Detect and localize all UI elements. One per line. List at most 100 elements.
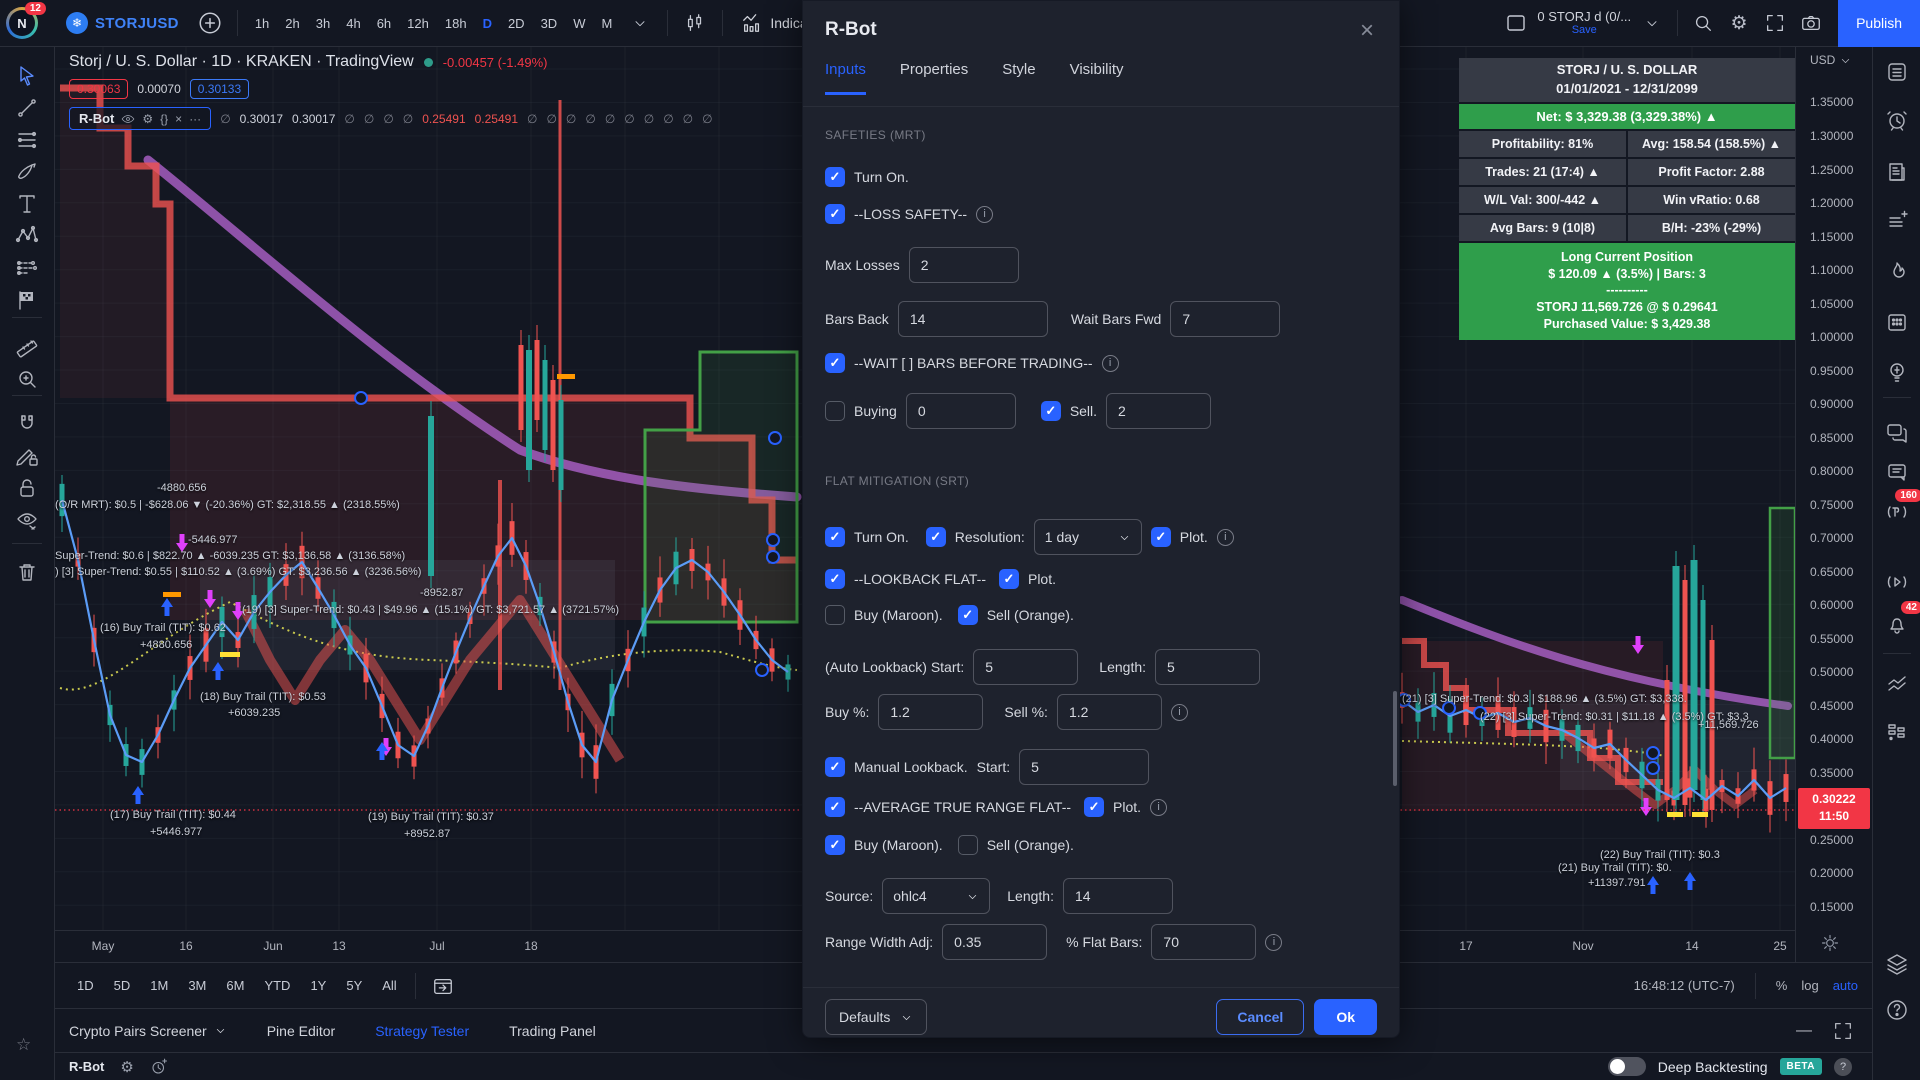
flat-turn-on-checkbox[interactable] bbox=[825, 527, 845, 547]
save-button[interactable]: Save bbox=[1571, 24, 1597, 37]
deep-backtesting-toggle[interactable] bbox=[1607, 1057, 1646, 1076]
range-YTD[interactable]: YTD bbox=[264, 978, 291, 993]
info-icon[interactable]: i bbox=[1170, 703, 1188, 721]
strategy-name[interactable]: R-Bot bbox=[69, 1059, 105, 1074]
layout-icon[interactable] bbox=[1499, 6, 1533, 40]
range-All[interactable]: All bbox=[382, 978, 397, 993]
sell-orange-checkbox[interactable] bbox=[957, 605, 978, 625]
defaults-button[interactable]: Defaults bbox=[825, 999, 928, 1035]
tab-properties[interactable]: Properties bbox=[899, 61, 969, 78]
timeframe-1h[interactable]: 1h bbox=[254, 15, 270, 31]
bars-back-input[interactable] bbox=[897, 301, 1048, 337]
help-icon[interactable] bbox=[1880, 993, 1914, 1027]
ruler-icon[interactable] bbox=[10, 329, 44, 363]
bottom-tab-trading-panel[interactable]: Trading Panel bbox=[509, 1022, 596, 1039]
text-tool-icon[interactable] bbox=[10, 187, 44, 221]
price-axis[interactable]: USD 0.30222 11:50 1.35000 1.30000 1.25000 1… bbox=[1795, 47, 1872, 962]
timeframe-18h[interactable]: 18h bbox=[444, 15, 467, 31]
user-avatar[interactable]: N 12 bbox=[6, 2, 46, 39]
buy-maroon-atr-checkbox[interactable] bbox=[825, 835, 845, 855]
source-code-icon[interactable]: {} bbox=[160, 111, 169, 126]
watchlist-icon[interactable] bbox=[1880, 55, 1914, 89]
timeframe-2h[interactable]: 2h bbox=[285, 15, 300, 31]
plot-resolution-checkbox[interactable] bbox=[1150, 527, 1171, 547]
buying-input[interactable] bbox=[905, 393, 1016, 429]
eye-icon[interactable] bbox=[121, 112, 135, 126]
cancel-button[interactable]: Cancel bbox=[1216, 999, 1305, 1035]
manual-lookback-checkbox[interactable] bbox=[825, 757, 845, 777]
streams-icon[interactable]: 160 bbox=[1880, 489, 1920, 529]
layout-name[interactable]: 0 STORJ d (0/... Save bbox=[1537, 9, 1631, 37]
range-width-adj-input[interactable] bbox=[942, 924, 1048, 960]
sell-checkbox[interactable] bbox=[1040, 401, 1061, 421]
text-notes-icon[interactable] bbox=[1880, 205, 1914, 239]
resolution-checkbox[interactable] bbox=[925, 527, 946, 547]
buying-checkbox[interactable] bbox=[825, 401, 845, 421]
auto-lookback-start-input[interactable] bbox=[973, 649, 1079, 685]
alerts-clock-icon[interactable] bbox=[1880, 103, 1914, 137]
wait-bars-checkbox[interactable] bbox=[825, 353, 845, 373]
lookback-flat-checkbox[interactable] bbox=[825, 569, 845, 589]
hotlists-flame-icon[interactable] bbox=[1880, 255, 1914, 289]
sell-pct-input[interactable] bbox=[1056, 694, 1162, 730]
max-losses-input[interactable] bbox=[908, 247, 1019, 283]
strategy-settings-gear-icon[interactable]: ⚙ bbox=[120, 1058, 134, 1076]
bottom-tab-strategy-tester[interactable]: Strategy Tester bbox=[375, 1022, 470, 1039]
range-5Y[interactable]: 5Y bbox=[346, 978, 363, 993]
ideas-bulb-icon[interactable] bbox=[1880, 355, 1914, 389]
more-icon[interactable]: ··· bbox=[189, 111, 202, 126]
wait-bars-fwd-input[interactable] bbox=[1170, 301, 1281, 337]
symbol-search-button[interactable]: ❄ STORJUSD bbox=[56, 8, 189, 38]
loss-safety-checkbox[interactable] bbox=[825, 204, 845, 224]
sell-input[interactable] bbox=[1106, 393, 1212, 429]
auto-scale-button[interactable]: auto bbox=[1832, 978, 1858, 993]
publish-button[interactable]: Publish bbox=[1838, 0, 1920, 47]
timeframe-D[interactable]: D bbox=[482, 15, 492, 31]
lock-icon[interactable] bbox=[10, 471, 44, 505]
plot-atr-checkbox[interactable] bbox=[1084, 797, 1105, 817]
brush-icon[interactable] bbox=[10, 155, 44, 189]
add-alert-icon[interactable] bbox=[150, 1058, 168, 1076]
auto-lookback-length-input[interactable] bbox=[1155, 649, 1261, 685]
range-1D[interactable]: 1D bbox=[77, 978, 94, 993]
zoom-in-icon[interactable] bbox=[10, 362, 44, 396]
fib-lines-icon[interactable] bbox=[10, 123, 44, 157]
percent-scale-button[interactable]: % bbox=[1775, 978, 1788, 993]
plot-lookback-checkbox[interactable] bbox=[998, 569, 1019, 589]
info-icon[interactable]: i bbox=[976, 205, 994, 223]
axis-currency[interactable]: USD bbox=[1810, 53, 1852, 67]
forecast-icon[interactable] bbox=[10, 251, 44, 285]
notifications-bell-icon[interactable]: 42 bbox=[1880, 601, 1920, 641]
sell-orange-atr-checkbox[interactable] bbox=[957, 835, 978, 855]
timeframe-M[interactable]: M bbox=[601, 15, 613, 31]
timeframe-6h[interactable]: 6h bbox=[376, 15, 392, 31]
gear-icon[interactable]: ⚙ bbox=[142, 111, 154, 126]
xabcd-pattern-icon[interactable] bbox=[10, 219, 44, 253]
tab-style[interactable]: Style bbox=[1002, 61, 1036, 78]
timeframe-W[interactable]: W bbox=[573, 15, 586, 31]
buy-price-chip[interactable]: 0.30133 bbox=[189, 79, 250, 99]
pattern-flag-icon[interactable] bbox=[10, 283, 44, 317]
dialog-scrollbar[interactable] bbox=[1393, 691, 1397, 786]
range-6M[interactable]: 6M bbox=[226, 978, 245, 993]
resolution-select[interactable]: 1 day bbox=[1033, 519, 1142, 555]
bottom-tab-crypto-pairs-screener[interactable]: Crypto Pairs Screener bbox=[69, 1023, 227, 1039]
remove-drawings-icon[interactable] bbox=[10, 555, 44, 589]
timeframe-3h[interactable]: 3h bbox=[315, 15, 331, 31]
chevron-down-icon[interactable] bbox=[623, 6, 657, 40]
range-5D[interactable]: 5D bbox=[113, 978, 131, 993]
live-icon[interactable] bbox=[1880, 565, 1914, 599]
log-scale-button[interactable]: log bbox=[1801, 978, 1819, 993]
go-to-date-icon[interactable] bbox=[426, 969, 460, 1003]
length-input[interactable] bbox=[1062, 878, 1173, 914]
timeframe-2D[interactable]: 2D bbox=[507, 15, 525, 31]
chart-type-candles-icon[interactable] bbox=[678, 6, 712, 40]
chevron-down-icon[interactable] bbox=[1635, 6, 1669, 40]
timeframe-3D[interactable]: 3D bbox=[540, 15, 558, 31]
info-icon[interactable]: i bbox=[1101, 354, 1119, 372]
range-1Y[interactable]: 1Y bbox=[310, 978, 327, 993]
snapshot-camera-icon[interactable] bbox=[1794, 6, 1828, 40]
markers-icon[interactable] bbox=[1880, 667, 1914, 701]
source-select[interactable]: ohlc4 bbox=[882, 878, 991, 914]
close-icon[interactable]: × bbox=[175, 111, 183, 126]
